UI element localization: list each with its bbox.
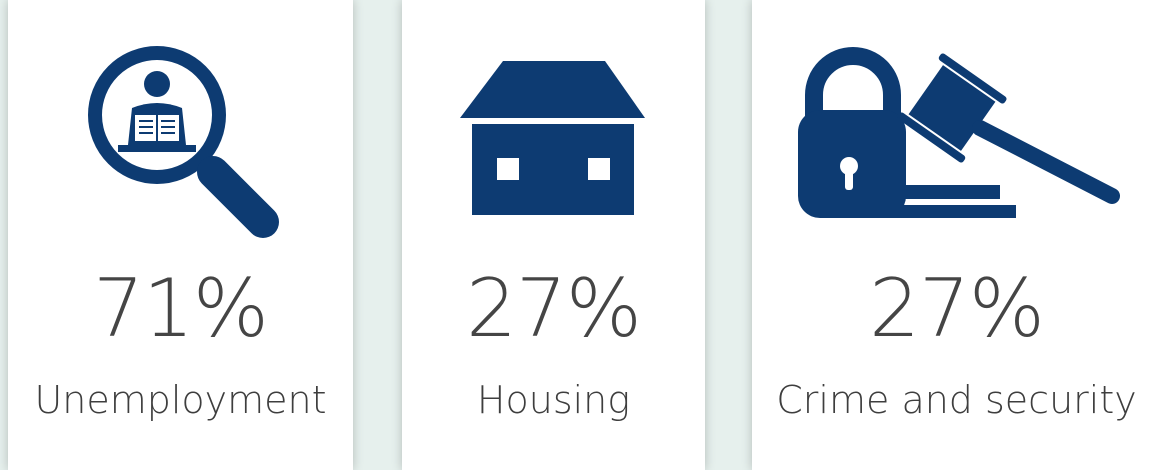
label: Unemployment [34,378,327,422]
label: Housing [476,378,631,422]
crime-icon [798,47,1120,218]
card: 71% Unemployment [8,0,353,470]
label: Crime and security [776,378,1137,422]
card: 27% Crime and security [752,0,1161,470]
percentage: 71% [93,262,269,355]
housing-icon [460,61,645,215]
percentage: 27% [869,262,1045,355]
unemployment-icon [88,46,279,238]
page: 71% Unemployment 27% Housing 27% [8,0,1161,470]
card: 27% Housing [402,0,705,470]
percentage: 27% [466,262,642,355]
